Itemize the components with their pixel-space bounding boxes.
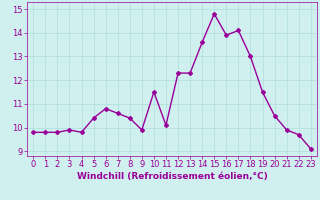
X-axis label: Windchill (Refroidissement éolien,°C): Windchill (Refroidissement éolien,°C) [76,172,268,181]
